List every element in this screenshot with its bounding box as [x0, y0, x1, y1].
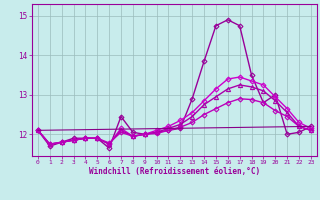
- X-axis label: Windchill (Refroidissement éolien,°C): Windchill (Refroidissement éolien,°C): [89, 167, 260, 176]
